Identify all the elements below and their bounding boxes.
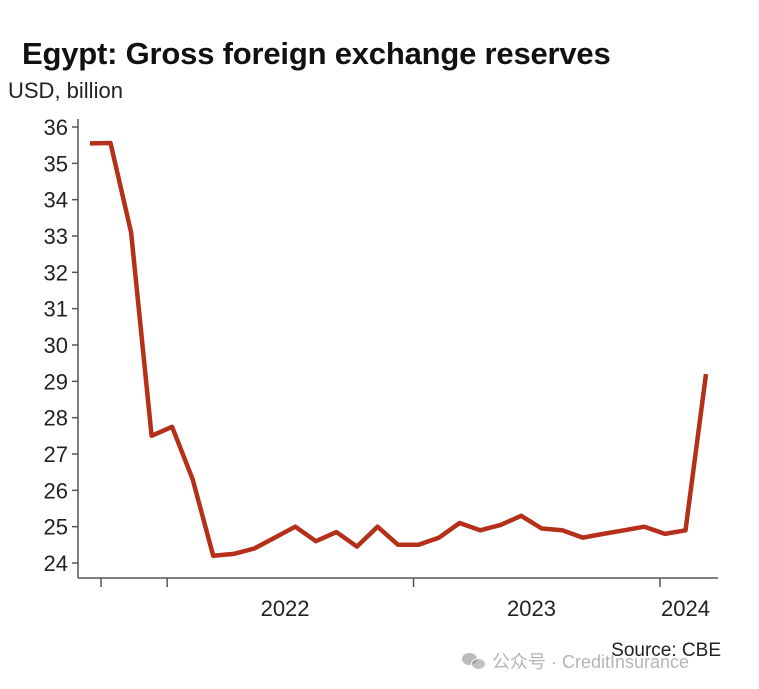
reserves-series-line [89,140,709,558]
wechat-icon [462,651,486,671]
source-note: Source: CBE [611,640,721,661]
y-tick-label: 30 [44,333,68,358]
y-tick-label: 29 [44,369,68,394]
watermark-text: 公众号 · CreditInsurance [492,652,690,672]
x-tick-label: 2022 [261,596,310,621]
y-tick-label: 32 [44,260,68,285]
y-tick-label: 33 [44,224,68,249]
chart-title: Egypt: Gross foreign exchange reserves [22,36,611,71]
x-tick-label: 2023 [507,596,556,621]
y-tick-label: 31 [44,297,68,322]
y-tick-label: 27 [44,442,68,467]
y-tick-label: 24 [44,551,68,576]
y-axis-unit-label: USD, billion [8,78,123,103]
x-tick-label: 2024 [661,596,710,621]
y-tick-label: 34 [44,188,68,213]
y-tick-label: 26 [44,478,68,503]
y-tick-label: 25 [44,515,68,540]
y-tick-label: 28 [44,406,68,431]
watermark: 公众号 · CreditInsurance [462,648,689,674]
y-tick-label: 36 [44,115,68,140]
y-tick-label: 35 [44,151,68,176]
